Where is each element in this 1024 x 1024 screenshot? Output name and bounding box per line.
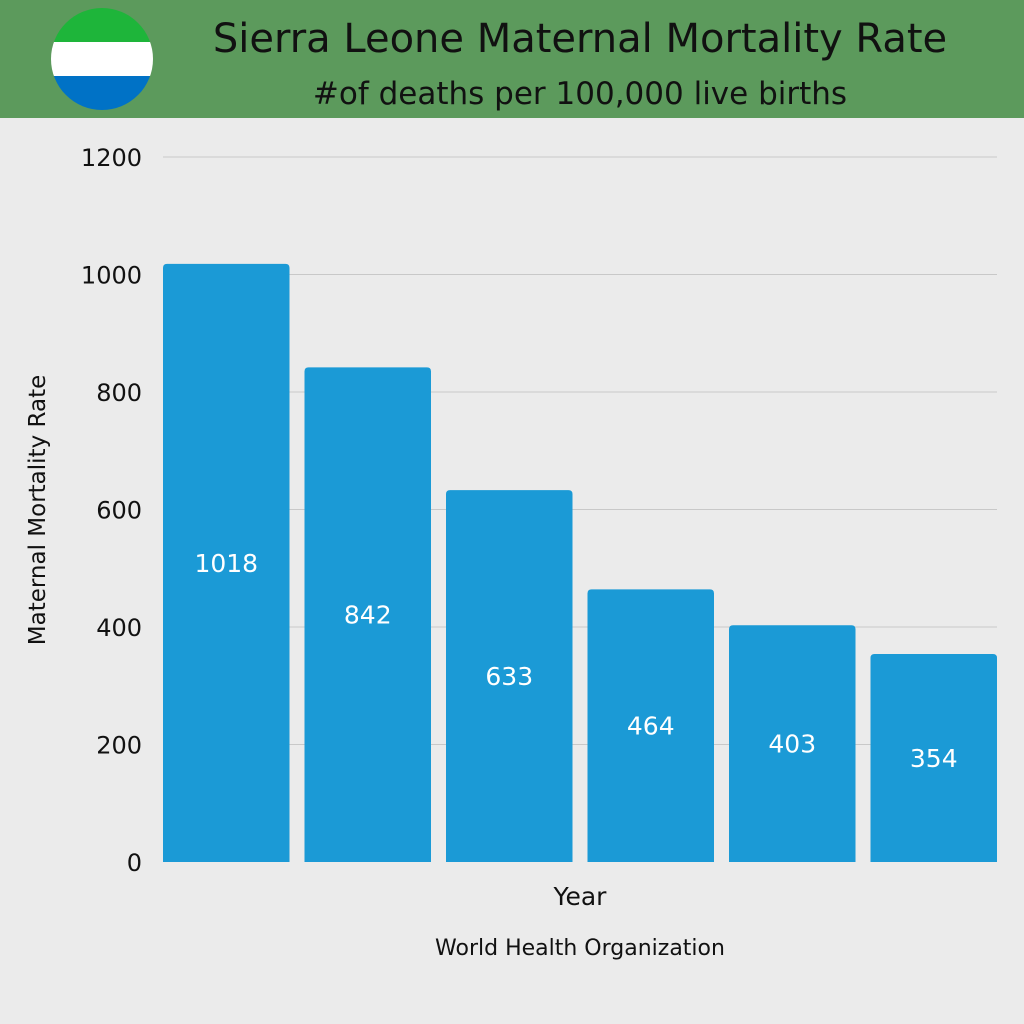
chart-title: Sierra Leone Maternal Mortality Rate xyxy=(212,16,948,62)
bar-value-label: 633 xyxy=(485,662,533,691)
bar-value-label: 403 xyxy=(768,730,816,759)
bar xyxy=(587,589,714,862)
y-axis-label: Maternal Mortality Rate xyxy=(25,374,51,646)
x-axis-label: Year xyxy=(553,882,607,911)
bar xyxy=(870,654,997,862)
y-tick-label: 400 xyxy=(96,614,142,642)
header-banner: Sierra Leone Maternal Mortality Rate #of… xyxy=(0,0,1024,118)
y-tick-label: 1200 xyxy=(81,144,142,172)
bar-value-label: 354 xyxy=(910,744,958,773)
source-note: World Health Organization xyxy=(435,936,725,961)
bar-value-label: 1018 xyxy=(194,549,258,578)
y-tick-label: 800 xyxy=(96,379,142,407)
bar-value-label: 842 xyxy=(344,601,392,630)
y-tick-label: 1000 xyxy=(81,262,142,290)
y-tick-label: 200 xyxy=(96,732,142,760)
bar xyxy=(446,490,573,862)
y-tick-label: 600 xyxy=(96,497,142,525)
bar-value-label: 464 xyxy=(627,712,675,741)
bar xyxy=(729,625,856,862)
chart-subtitle: #of deaths per 100,000 live births xyxy=(312,76,848,112)
y-tick-label: 0 xyxy=(127,849,142,877)
bar xyxy=(163,263,290,862)
bar xyxy=(304,367,431,862)
